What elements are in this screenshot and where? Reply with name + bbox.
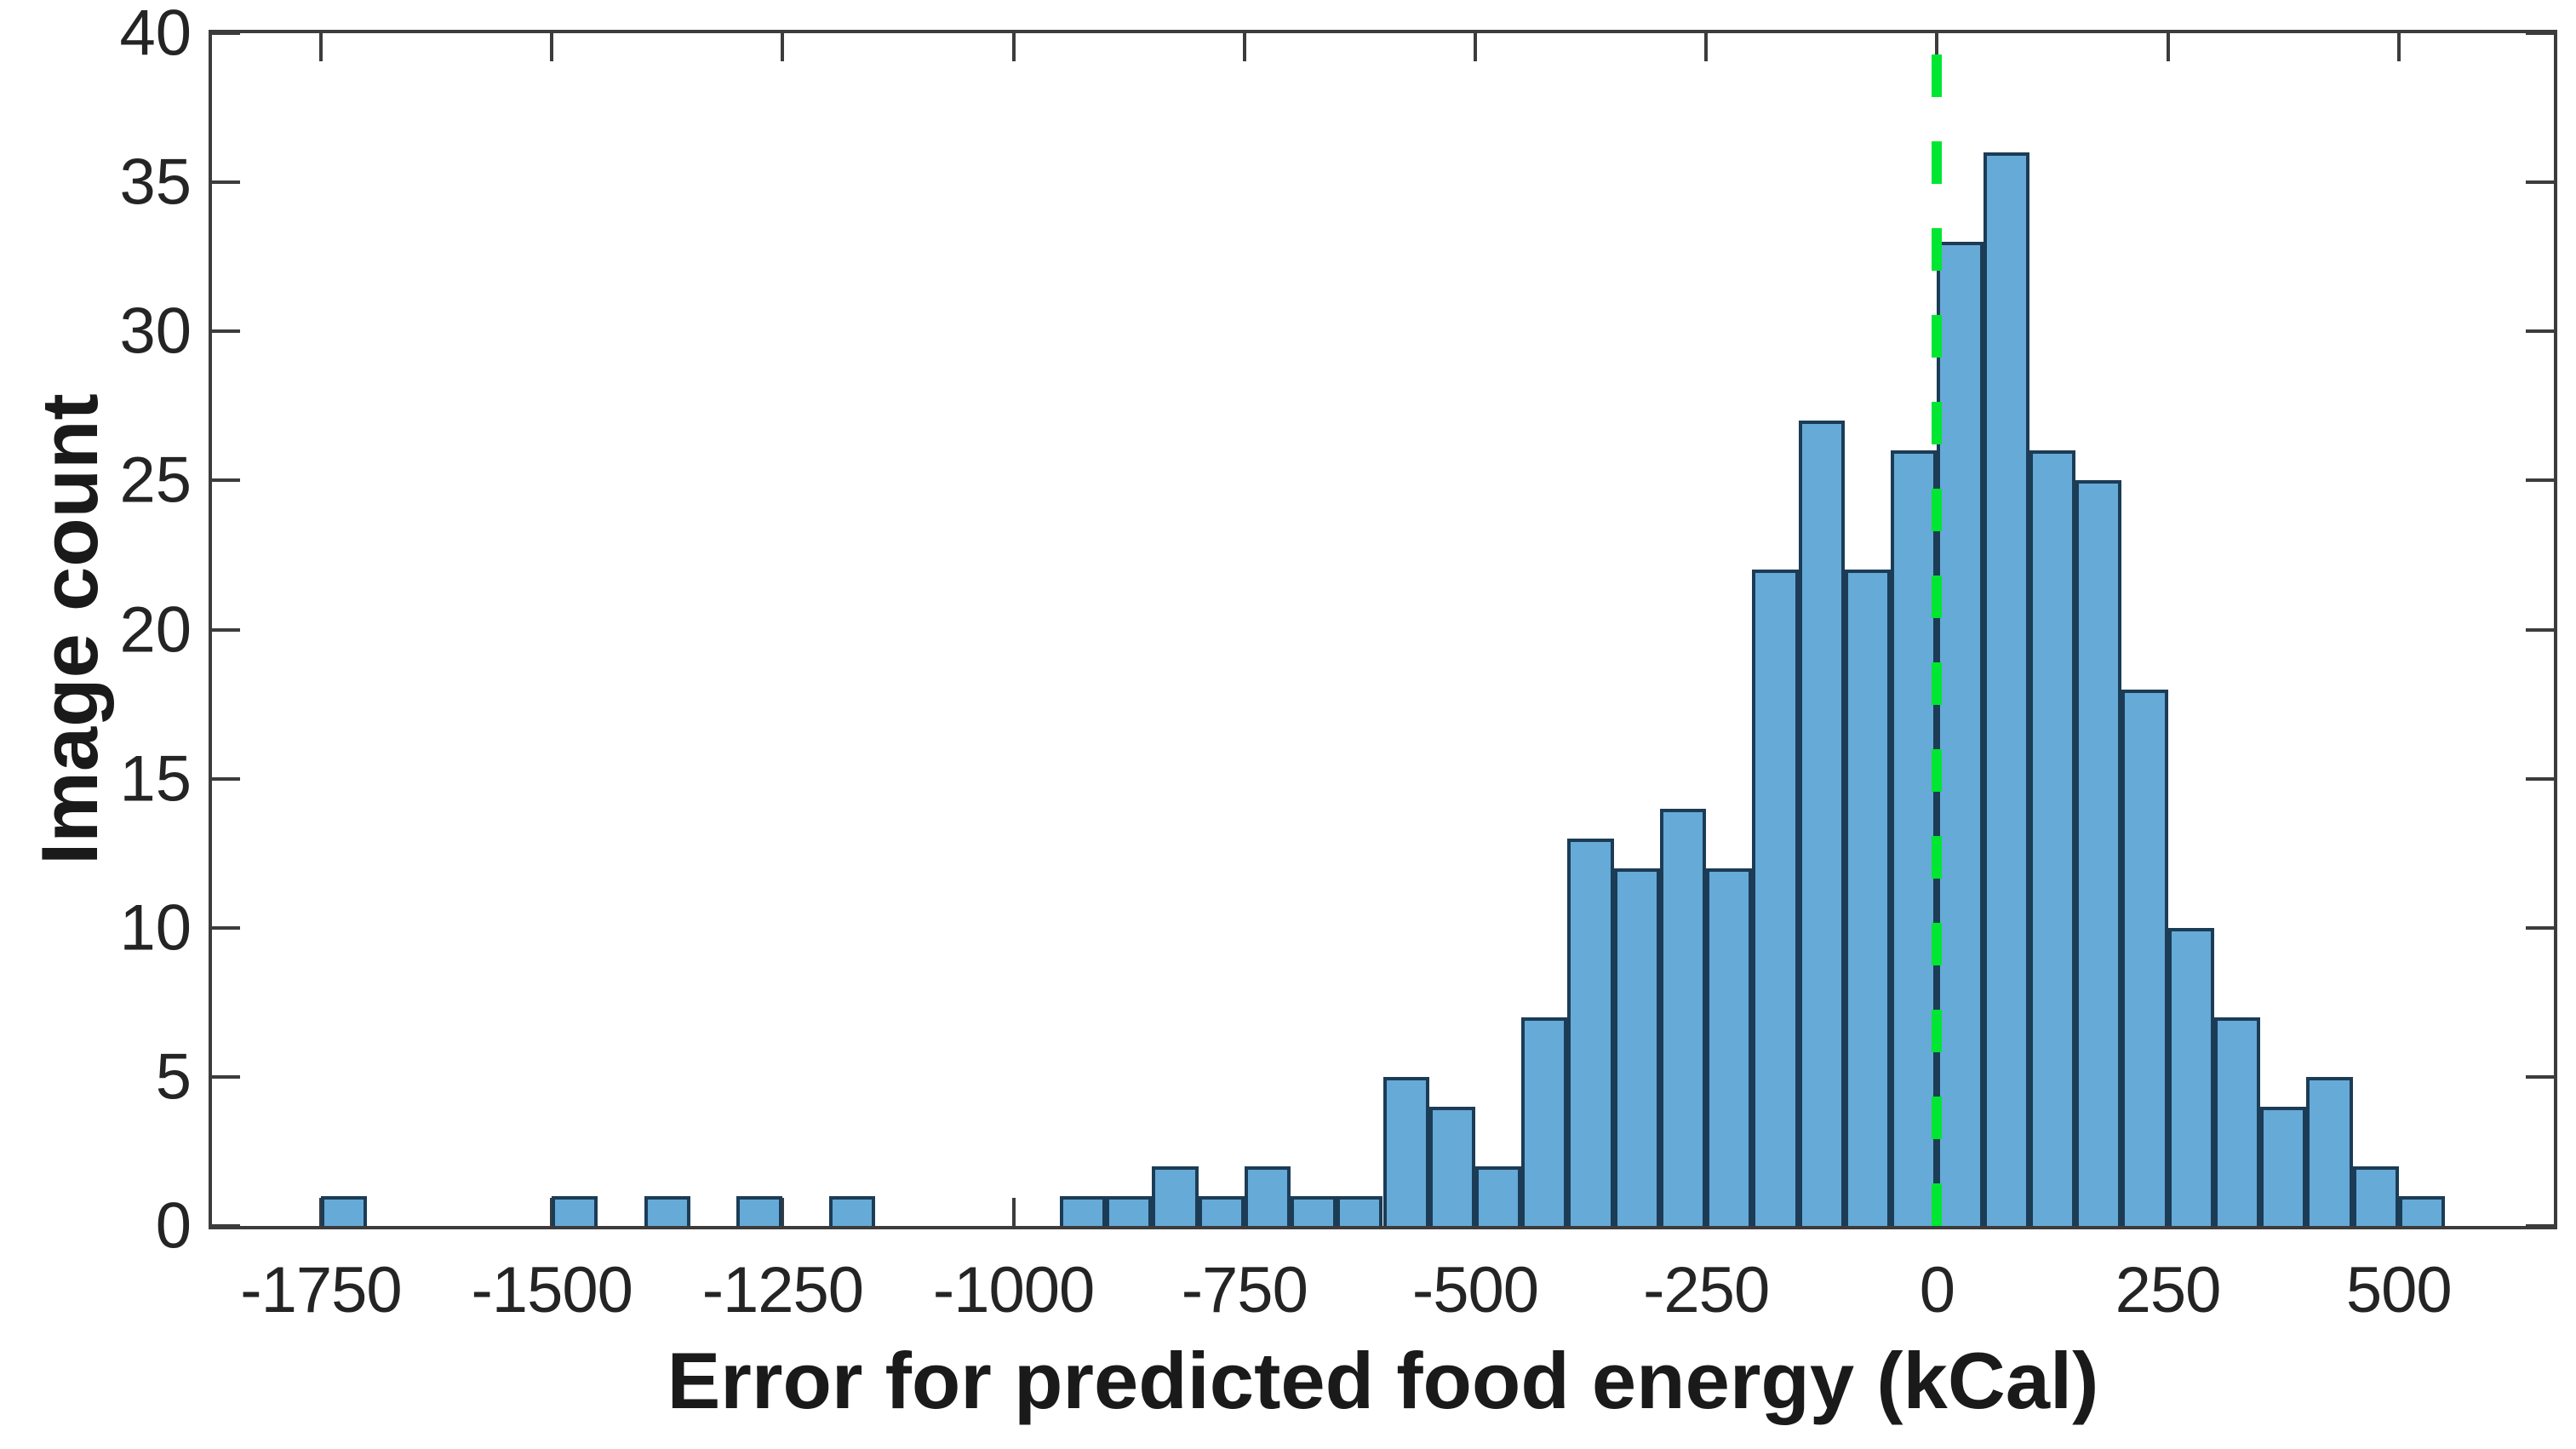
x-tick-label: 250 <box>2115 1254 2222 1326</box>
histogram-bar <box>1521 1017 1568 1226</box>
y-tick <box>212 776 240 781</box>
y-tick-label: 15 <box>119 742 192 816</box>
histogram-bar <box>1937 242 1984 1226</box>
histogram-bar <box>1382 1076 1429 1226</box>
histogram-bar <box>1844 570 1892 1226</box>
y-tick-mirror <box>2526 32 2554 35</box>
x-tick-mirror <box>781 33 785 61</box>
y-tick <box>212 627 240 632</box>
x-tick-mirror <box>2396 33 2401 61</box>
histogram-bar <box>2398 1195 2445 1226</box>
x-tick-label: 500 <box>2345 1254 2453 1326</box>
y-tick-label: 25 <box>119 444 192 517</box>
histogram-bar <box>552 1195 598 1226</box>
y-tick-mirror <box>2526 329 2554 334</box>
histogram-bar <box>828 1195 875 1226</box>
histogram-bar <box>1152 1166 1199 1226</box>
y-tick-mirror <box>2526 627 2554 632</box>
x-tick <box>1011 1198 1016 1226</box>
histogram-bar <box>1428 1106 1475 1226</box>
x-tick-label: -250 <box>1643 1254 1770 1326</box>
histogram-bar <box>2213 1017 2261 1226</box>
histogram-bar <box>1752 570 1799 1226</box>
x-tick-mirror <box>550 33 554 61</box>
y-tick <box>212 329 240 334</box>
zero-reference-line <box>1932 33 1943 1226</box>
histogram-bar <box>321 1195 368 1226</box>
histogram-bar <box>1706 868 1753 1226</box>
histogram-bar <box>736 1195 783 1226</box>
x-tick-label: -1500 <box>471 1254 633 1326</box>
x-tick-mirror <box>1011 33 1016 61</box>
y-tick-mirror <box>2526 478 2554 483</box>
y-tick-label: 20 <box>119 593 192 666</box>
histogram-bar <box>1474 1166 1522 1226</box>
y-tick-mirror <box>2526 180 2554 185</box>
y-tick-label: 0 <box>155 1189 192 1263</box>
y-tick-mirror <box>2526 1074 2554 1079</box>
x-tick-label: -1750 <box>240 1254 402 1326</box>
x-tick-label: -1250 <box>701 1254 864 1326</box>
y-tick-mirror <box>2526 925 2554 930</box>
histogram-bar <box>1983 152 2029 1226</box>
histogram-bar <box>1106 1195 1153 1226</box>
y-tick-mirror <box>2526 1224 2554 1228</box>
y-tick-label: 35 <box>119 146 192 219</box>
y-tick-mirror <box>2526 776 2554 781</box>
histogram-bar <box>1567 838 1614 1226</box>
histogram-bar <box>1198 1195 1245 1226</box>
histogram-bar <box>2260 1106 2307 1226</box>
y-tick-label: 40 <box>119 0 192 70</box>
x-tick-mirror <box>1704 33 1709 61</box>
histogram-bar <box>1891 450 1938 1226</box>
histogram-bar <box>1291 1195 1337 1226</box>
x-tick-mirror <box>319 33 323 61</box>
histogram-bar <box>644 1195 690 1226</box>
plot-area <box>209 30 2557 1229</box>
y-tick <box>212 32 240 35</box>
y-tick-label: 10 <box>119 891 192 965</box>
y-tick <box>212 925 240 930</box>
x-tick-label: 0 <box>1919 1254 1955 1326</box>
histogram-bar <box>1337 1195 1383 1226</box>
y-tick <box>212 1224 240 1228</box>
x-tick-label: -750 <box>1181 1254 1308 1326</box>
histogram-bar <box>1244 1166 1291 1226</box>
y-tick-label: 5 <box>155 1040 192 1114</box>
histogram-bar <box>2075 480 2122 1226</box>
x-axis-title: Error for predicted food energy (kCal) <box>667 1336 2099 1425</box>
y-tick <box>212 478 240 483</box>
y-axis-title: Image count <box>25 393 114 865</box>
histogram-bar <box>2029 450 2076 1226</box>
x-tick-mirror <box>2166 33 2170 61</box>
y-tick <box>212 180 240 185</box>
y-tick-label: 30 <box>119 295 192 368</box>
histogram-bar <box>2306 1076 2353 1226</box>
x-tick-label: -500 <box>1411 1254 1539 1326</box>
histogram-bar <box>1613 868 1660 1226</box>
histogram-bar <box>1659 808 1707 1226</box>
histogram-bar <box>2167 927 2214 1226</box>
histogram-bar <box>1059 1195 1107 1226</box>
x-tick <box>781 1198 785 1226</box>
y-tick <box>212 1074 240 1079</box>
histogram-bar <box>2121 689 2168 1226</box>
x-tick-mirror <box>1473 33 1477 61</box>
histogram-bar <box>1798 421 1845 1226</box>
plot-inner <box>212 32 2554 1228</box>
x-tick-mirror <box>1242 33 1246 61</box>
x-tick-label: -1000 <box>932 1254 1095 1326</box>
histogram-bar <box>2352 1166 2399 1226</box>
